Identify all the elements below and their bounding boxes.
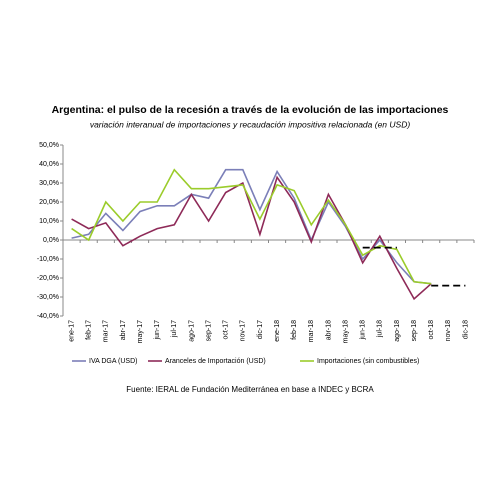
legend-label: Importaciones (sin combustibles) bbox=[317, 358, 419, 365]
x-tick-label: ene-17 bbox=[68, 320, 75, 342]
chart-subtitle: variación interanual de importaciones y … bbox=[90, 119, 411, 129]
x-tick-label: may-18 bbox=[342, 320, 349, 343]
x-tick-label: sep-18 bbox=[411, 320, 418, 342]
series-line bbox=[71, 168, 432, 285]
source-note: Fuente: IERAL de Fundación Mediterránea … bbox=[126, 385, 374, 394]
y-tick-label: -30,0% bbox=[37, 294, 59, 301]
x-tick-label: mar-17 bbox=[103, 320, 110, 342]
x-tick-label: feb-18 bbox=[291, 320, 298, 340]
series-line bbox=[71, 175, 432, 301]
legend-label: Aranceles de Importación (USD) bbox=[165, 358, 266, 365]
x-tick-label: ago-17 bbox=[188, 320, 195, 342]
x-tick-label: jun-17 bbox=[154, 320, 161, 341]
y-tick-label: -20,0% bbox=[37, 275, 59, 282]
y-tick-label: 0,0% bbox=[43, 237, 59, 244]
x-tick-label: sep-17 bbox=[205, 320, 212, 342]
x-tick-label: abr-18 bbox=[325, 320, 332, 340]
x-tick-label: dic-17 bbox=[257, 320, 264, 339]
y-tick-label: 30,0% bbox=[39, 180, 59, 187]
x-tick-label: may-17 bbox=[137, 320, 144, 343]
y-tick-label: 10,0% bbox=[39, 218, 59, 225]
y-tick-label: 40,0% bbox=[39, 161, 59, 168]
chart-title: Argentina: el pulso de la recesión a tra… bbox=[52, 104, 449, 116]
x-tick-label: jul-17 bbox=[171, 320, 178, 338]
x-tick-label: abr-17 bbox=[120, 320, 127, 340]
series-line bbox=[362, 246, 466, 287]
x-tick-label: nov-17 bbox=[240, 320, 247, 342]
y-tick-label: 50,0% bbox=[39, 142, 59, 149]
legend-label: IVA DGA (USD) bbox=[89, 358, 138, 365]
y-tick-label: -10,0% bbox=[37, 256, 59, 263]
series-line bbox=[71, 168, 432, 285]
x-tick-label: ene-18 bbox=[274, 320, 281, 342]
x-tick-label: oct-17 bbox=[223, 320, 230, 340]
x-tick-label: nov-18 bbox=[445, 320, 452, 342]
x-tick-label: jul-18 bbox=[377, 320, 384, 338]
y-tick-label: -40,0% bbox=[37, 313, 59, 320]
x-tick-label: ago-18 bbox=[394, 320, 401, 342]
x-tick-label: mar-18 bbox=[308, 320, 315, 342]
y-tick-label: 20,0% bbox=[39, 199, 59, 206]
x-tick-label: oct-18 bbox=[428, 320, 435, 340]
x-tick-label: feb-17 bbox=[86, 320, 93, 340]
x-tick-label: dic-18 bbox=[462, 320, 469, 339]
x-tick-label: jun-18 bbox=[360, 320, 367, 341]
